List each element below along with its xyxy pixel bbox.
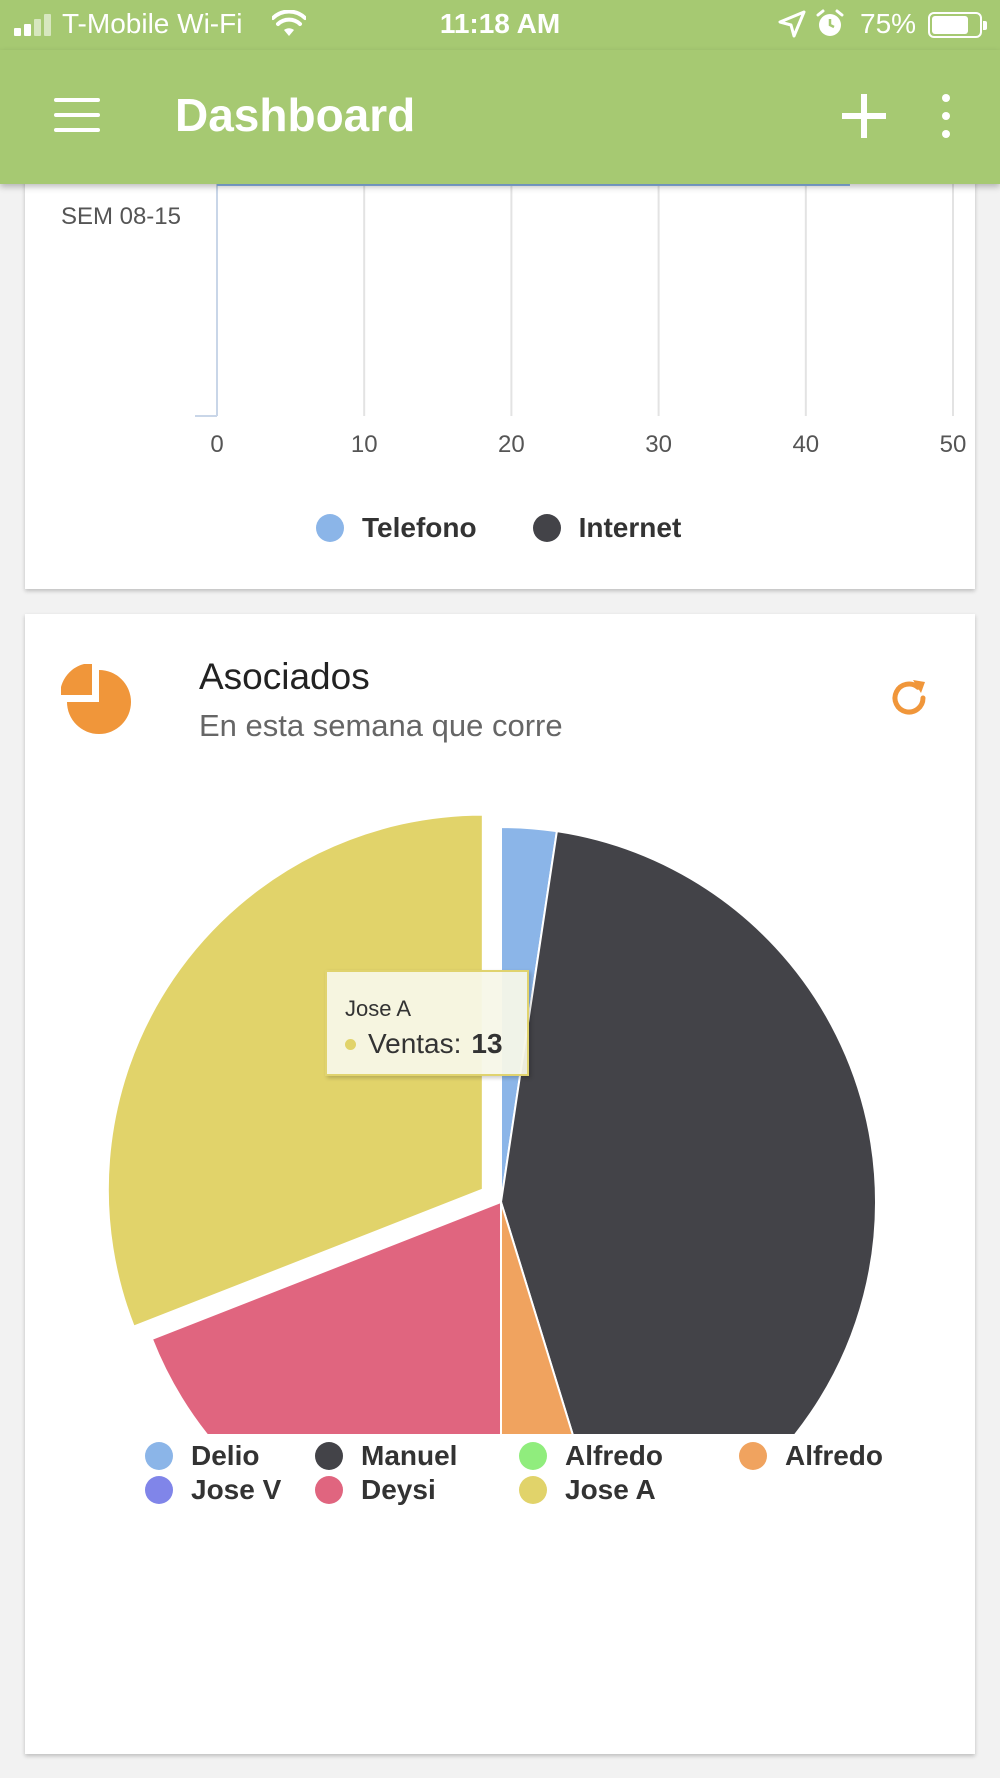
x-tick-label: 40 — [792, 431, 819, 458]
legend-label: Jose V — [191, 1474, 282, 1505]
legend-label: Internet — [578, 512, 682, 543]
x-tick-label: 20 — [498, 431, 525, 458]
legend-item-jose-a[interactable]: Jose A — [519, 1474, 656, 1506]
page-title: Dashboard — [175, 89, 416, 141]
tooltip-line: Ventas: 13 — [345, 1028, 503, 1060]
legend-label: Delio — [191, 1440, 260, 1471]
battery-percent: 75% — [860, 8, 917, 39]
legend-label: Jose A — [565, 1474, 656, 1505]
pie-chart — [106, 813, 877, 1434]
legend-label: Manuel — [361, 1440, 458, 1471]
legend-dot — [739, 1442, 767, 1470]
legend-item-alfredo[interactable]: Alfredo — [739, 1440, 883, 1472]
tooltip-title: Jose A — [345, 996, 412, 1021]
bar-chart-card: 0 10 20 30 40 50 SEM 08-15 Telefono Internet — [25, 160, 975, 589]
legend-dot — [532, 514, 561, 542]
pie-slice-deysi[interactable] — [150, 1201, 502, 1434]
legend-item-telefono[interactable]: Telefono — [316, 512, 477, 544]
carrier-label: T-Mobile Wi-Fi — [62, 8, 243, 39]
tooltip-series-label: Ventas: — [368, 1028, 462, 1059]
legend-item-alfredo[interactable]: Alfredo — [519, 1440, 663, 1472]
status-bar: T-Mobile Wi-Fi 11:18 AM 75% — [0, 0, 1000, 50]
x-tick-label: 30 — [645, 431, 672, 458]
pie-chart-icon — [61, 664, 131, 734]
legend-item-deysi[interactable]: Deysi — [315, 1474, 436, 1506]
legend-dot — [315, 1476, 343, 1504]
signal-icon — [14, 14, 56, 36]
legend-item-internet[interactable]: Internet — [532, 512, 682, 544]
legend-label: Alfredo — [565, 1440, 663, 1471]
bar-chart-legend: Telefono Internet — [316, 512, 737, 544]
legend-label: Deysi — [361, 1474, 436, 1505]
legend-label: Alfredo — [785, 1440, 883, 1471]
x-tick-label: 10 — [351, 431, 378, 458]
legend-item-jose-v[interactable]: Jose V — [145, 1474, 281, 1506]
legend-label: Telefono — [362, 512, 477, 543]
pie-slice-alfredo[interactable] — [500, 1201, 612, 1434]
alarm-icon — [816, 9, 844, 36]
refresh-icon[interactable] — [887, 676, 931, 720]
y-category-label: SEM 08-15 — [61, 203, 181, 230]
legend-dot — [315, 1442, 343, 1470]
tooltip-value: 13 — [471, 1028, 503, 1059]
app-bar: Dashboard — [0, 50, 1000, 184]
card-title: Asociados — [199, 656, 370, 697]
legend-dot — [519, 1476, 547, 1504]
x-tick-label: 0 — [210, 431, 223, 458]
pie-slice-manuel[interactable] — [500, 830, 877, 1434]
legend-dot — [519, 1442, 547, 1470]
pie-chart-card: Asociados En esta semana que corre Jose … — [25, 614, 975, 1754]
chart-tooltip: Jose A Ventas: 13 — [325, 970, 529, 1076]
legend-dot — [316, 514, 344, 542]
status-time: 11:18 AM — [439, 8, 561, 39]
pie-slice-jose-a[interactable] — [106, 813, 484, 1328]
hamburger-menu-icon[interactable] — [54, 98, 100, 132]
wifi-icon — [272, 10, 306, 36]
legend-item-manuel[interactable]: Manuel — [315, 1440, 457, 1472]
location-arrow-icon — [778, 10, 806, 38]
legend-dot — [145, 1442, 173, 1470]
legend-dot — [145, 1476, 173, 1504]
x-tick-label: 50 — [940, 431, 967, 458]
more-vert-icon[interactable] — [938, 94, 954, 138]
card-subtitle: En esta semana que corre — [199, 708, 563, 743]
tooltip-dot — [345, 1038, 356, 1050]
add-icon[interactable] — [842, 94, 886, 138]
battery-icon — [928, 12, 987, 38]
legend-item-delio[interactable]: Delio — [145, 1440, 259, 1472]
